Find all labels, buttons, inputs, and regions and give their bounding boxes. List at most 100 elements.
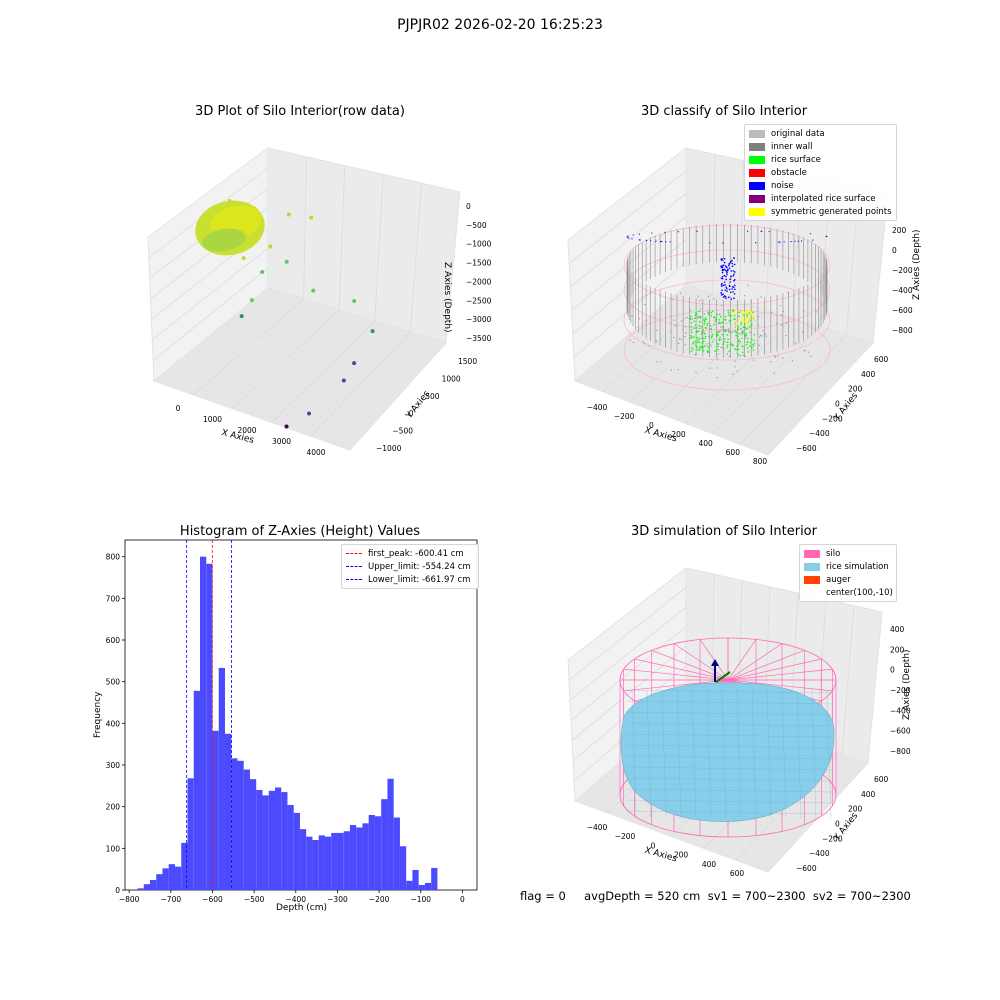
noise-point (729, 261, 732, 264)
tick-label: 0 (176, 404, 181, 413)
histogram-bar (306, 836, 313, 890)
rice-surface-point (716, 331, 719, 334)
original-point (726, 329, 728, 331)
rice-surface-point (698, 348, 701, 351)
rice-surface-point (689, 337, 692, 339)
original-point (679, 292, 682, 294)
noise-point (728, 285, 731, 288)
noise-point (723, 274, 726, 277)
rice-surface-point (726, 344, 729, 346)
original-point (816, 311, 818, 313)
data-point (268, 244, 273, 249)
swatch-icon (749, 207, 765, 216)
rice-mesh-line (736, 689, 742, 819)
rice-surface-point (715, 318, 717, 321)
silo-wireframe (619, 637, 837, 838)
original-point (752, 318, 754, 320)
original-point (810, 355, 812, 357)
original-point (720, 304, 723, 307)
rice-surface-point (729, 315, 732, 317)
original-point (670, 331, 672, 333)
original-point (764, 333, 766, 335)
tick-label: 0 (892, 246, 897, 255)
noise-point (725, 266, 728, 269)
original-point (696, 317, 699, 319)
noise-point (728, 263, 730, 266)
rice-surface-point (699, 320, 702, 323)
rice-surface-point (745, 327, 748, 330)
y-tick-label: 600 (106, 636, 121, 645)
tick-label: −400 (587, 823, 608, 832)
grid-line (735, 753, 838, 861)
original-point (656, 329, 658, 332)
rice-surface-point (738, 315, 740, 317)
rice-surface-point (752, 349, 755, 351)
legend-item-auger: auger (804, 573, 892, 586)
original-point (644, 303, 646, 306)
original-point (706, 324, 709, 327)
x-tick-label: −600 (202, 895, 223, 904)
swatch-icon (804, 589, 820, 597)
rice-surface-point (749, 319, 752, 321)
symmetric-point (734, 312, 737, 314)
rice-surface-point (727, 338, 729, 341)
tick-label: 600 (874, 355, 889, 364)
rice-surface-point (690, 318, 692, 320)
rice-mesh-line (625, 711, 833, 716)
rice-surface-point (699, 316, 702, 319)
original-point (798, 298, 800, 300)
rice-surface-point (696, 349, 699, 351)
histogram-bar (218, 667, 225, 890)
original-point (709, 343, 711, 346)
grid-line (763, 586, 771, 730)
rice-surface-point (745, 327, 748, 330)
original-point (703, 313, 706, 315)
data-point (352, 361, 357, 366)
original-point (705, 343, 707, 345)
noise-point (797, 240, 799, 242)
symmetric-point (734, 311, 737, 314)
original-point (716, 358, 718, 360)
symmetric-point (748, 317, 750, 320)
original-point (807, 351, 809, 353)
rice-surface-point (690, 325, 693, 328)
auger-icon (711, 659, 731, 683)
rice-surface-point (700, 345, 702, 348)
symmetric-point (747, 323, 750, 325)
noise-point (733, 293, 736, 295)
rice-surface-point (724, 330, 726, 332)
rice-surface-point (736, 331, 738, 334)
rice-surface-point (711, 310, 714, 313)
noise-point (768, 230, 770, 233)
noise-point (724, 289, 727, 292)
noise-point (733, 280, 735, 282)
original-point (719, 330, 721, 332)
original-point (697, 295, 699, 297)
tick-label: 1000 (203, 415, 222, 424)
rice-mesh-line (751, 689, 757, 819)
rice-surface-point (732, 309, 735, 311)
noise-point (660, 240, 662, 243)
symmetric-point (749, 311, 752, 313)
original-point (695, 331, 697, 333)
original-point (655, 340, 658, 342)
histogram-bar (174, 866, 182, 890)
histogram-bar (318, 835, 325, 890)
histogram-bar (399, 846, 407, 890)
data-point (309, 215, 314, 220)
noise-point (721, 258, 724, 260)
data-point (370, 329, 375, 334)
noise-point (809, 233, 811, 235)
noise-point (733, 284, 736, 287)
noise-point (728, 284, 731, 287)
x-tick-label: −100 (410, 895, 431, 904)
noise-point (728, 262, 731, 265)
rice-surface-point (693, 320, 696, 323)
legend-item-original: original data (749, 127, 892, 140)
noise-point (723, 281, 726, 283)
symmetric-point (741, 314, 744, 317)
grid-line (192, 298, 304, 396)
noise-point (726, 290, 728, 292)
original-point (725, 297, 727, 299)
data-point (286, 212, 291, 217)
